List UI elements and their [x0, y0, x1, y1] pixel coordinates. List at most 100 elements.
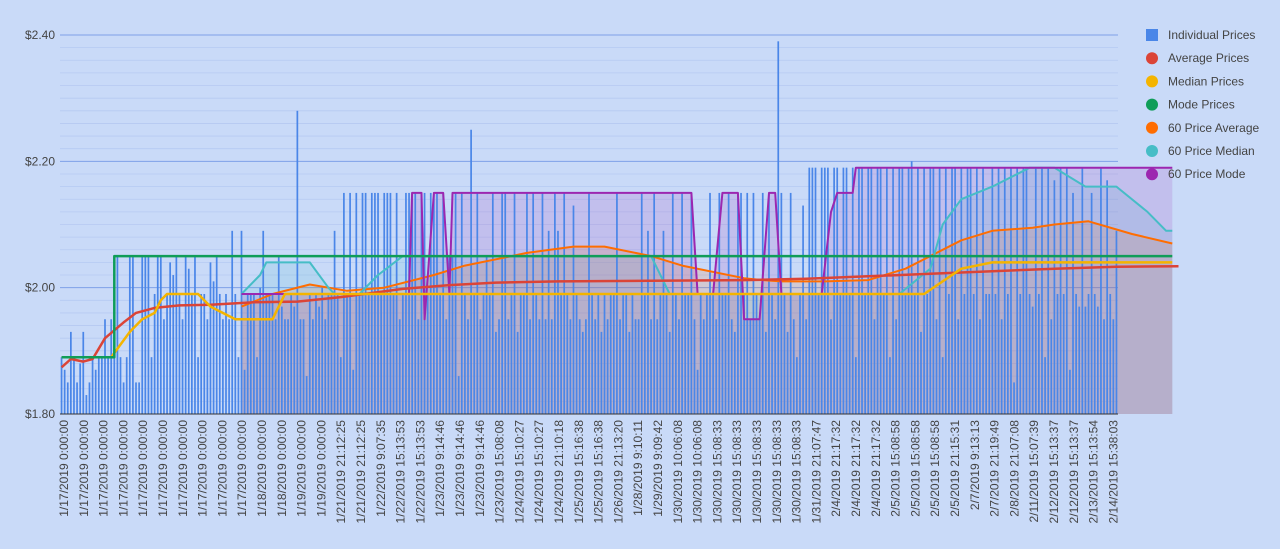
x-tick-label: 1/17/2019 0:00:00	[136, 420, 150, 517]
price-bar	[963, 293, 966, 414]
series-line-60-price-mode	[241, 166, 1173, 321]
price-bar	[994, 293, 997, 414]
price-bar	[740, 192, 742, 414]
price-bar	[864, 293, 866, 414]
price-bar	[398, 319, 401, 414]
price-bar	[1013, 382, 1015, 414]
price-bar	[712, 293, 714, 414]
legend-label: 60 Price Median	[1168, 144, 1255, 158]
y-tick-label: $2.20	[25, 154, 55, 168]
price-bar	[222, 319, 224, 414]
price-bar	[1028, 293, 1031, 414]
price-bar	[640, 192, 643, 414]
price-bar	[668, 331, 671, 414]
x-tick-label: 1/18/2019 0:00:00	[255, 420, 269, 517]
price-bar	[758, 319, 761, 414]
price-bar	[529, 319, 531, 414]
price-bar	[349, 192, 351, 414]
price-bar	[1093, 293, 1096, 414]
price-bar	[786, 331, 789, 414]
x-tick-label: 1/28/2019 9:10:11	[631, 420, 645, 516]
price-bar	[66, 382, 69, 414]
price-bar	[392, 293, 395, 414]
price-bar	[386, 192, 389, 414]
price-bar	[504, 192, 507, 414]
price-bar	[1016, 167, 1019, 414]
x-tick-label: 1/30/2019 10:06:08	[691, 420, 705, 524]
price-bar	[327, 293, 330, 414]
series-line-median-prices	[61, 261, 1173, 359]
price-bar	[948, 293, 950, 414]
price-bar	[209, 262, 212, 414]
price-bar	[513, 192, 516, 414]
price-bar	[659, 293, 662, 414]
price-bar	[895, 319, 898, 414]
price-bar	[495, 331, 497, 414]
price-bar	[159, 256, 162, 414]
price-bar	[187, 268, 190, 414]
price-bar	[1087, 293, 1090, 414]
price-bar	[662, 230, 665, 414]
price-bar	[960, 167, 963, 414]
price-bar	[920, 331, 922, 414]
price-bar	[144, 256, 147, 414]
price-bar	[355, 192, 358, 414]
price-bar	[380, 293, 382, 414]
x-tick-label: 1/19/2019 0:00:00	[314, 420, 328, 517]
price-bar	[1010, 167, 1012, 414]
price-bar	[730, 319, 733, 414]
price-bar	[519, 293, 522, 414]
price-bar	[594, 319, 597, 414]
price-bar	[364, 192, 367, 414]
price-bar	[836, 167, 839, 414]
series-line-average-prices	[60, 264, 1179, 369]
x-tick-label: 1/17/2019 0:00:00	[77, 420, 91, 517]
price-bar	[1022, 167, 1025, 414]
price-bar	[181, 319, 184, 414]
price-bar	[532, 192, 535, 414]
x-tick-label: 2/4/2019 21:17:32	[869, 420, 883, 517]
price-bar	[324, 319, 327, 414]
price-bar	[1007, 293, 1009, 414]
x-tick-label: 1/17/2019 0:00:00	[97, 420, 111, 517]
price-bar	[60, 357, 63, 414]
price-bar	[675, 293, 677, 414]
legend-label: Average Prices	[1168, 51, 1249, 65]
price-bar	[507, 319, 510, 414]
price-bar	[541, 192, 544, 414]
price-bar	[597, 293, 600, 414]
price-bar	[253, 293, 255, 414]
price-bar	[858, 167, 860, 414]
axes: $1.80 $2.00 $2.20 $2.40 1/17/2019 0:00:00 1/1…	[25, 28, 1120, 523]
price-bar	[854, 357, 857, 414]
x-tick-label: 2/5/2019 15:08:58	[928, 420, 942, 517]
price-bar	[957, 319, 960, 414]
price-bar	[94, 369, 97, 414]
price-bar	[482, 293, 485, 414]
x-tick-label: 1/18/2019 0:00:00	[275, 420, 289, 517]
price-bar	[411, 192, 414, 414]
x-tick-label: 1/17/2019 0:00:00	[57, 420, 71, 517]
price-bar	[169, 262, 171, 414]
price-bar	[969, 167, 972, 414]
price-bar	[609, 293, 612, 414]
price-bar	[287, 319, 289, 414]
x-tick-label: 2/4/2019 21:17:32	[849, 420, 863, 517]
x-tick-label: 1/22/2019 9:07:35	[374, 420, 388, 517]
price-bar	[1096, 306, 1099, 414]
price-bar	[823, 167, 826, 414]
price-bar	[128, 256, 131, 414]
price-bar	[333, 230, 336, 414]
price-bar	[79, 363, 82, 414]
price-bar	[259, 287, 261, 414]
price-bar	[563, 192, 566, 414]
x-tick-label: 2/5/2019 15:08:58	[908, 420, 922, 517]
legend-swatch	[1146, 75, 1158, 88]
price-bar	[805, 319, 808, 414]
price-bar	[405, 192, 407, 414]
price-bar	[972, 293, 975, 414]
price-bar	[1025, 167, 1028, 414]
x-tick-label: 2/8/2019 21:07:08	[1007, 420, 1021, 517]
price-bar	[696, 369, 699, 414]
price-bar	[516, 331, 519, 414]
